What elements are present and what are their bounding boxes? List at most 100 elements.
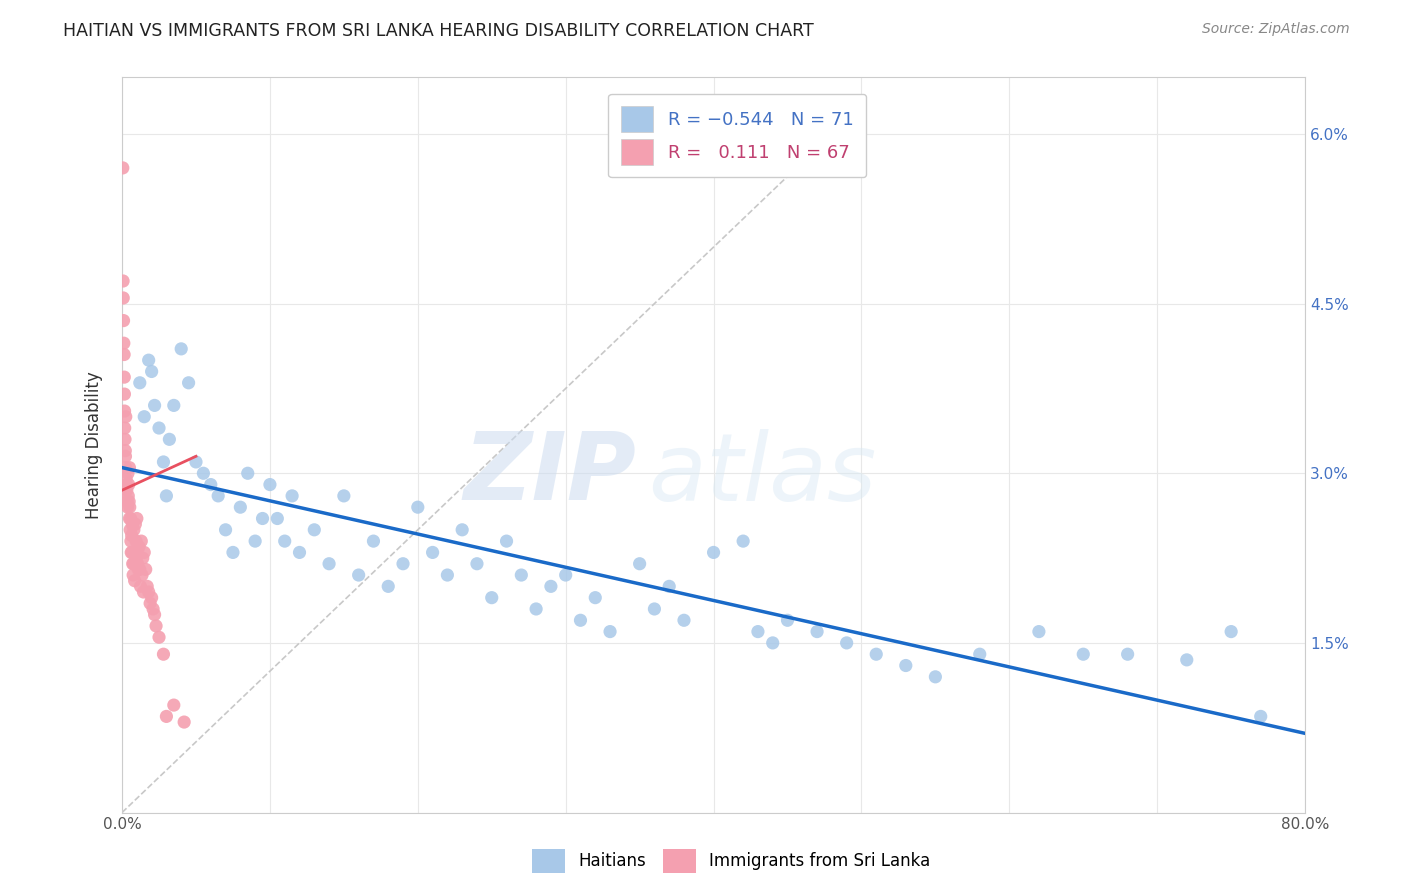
Point [835,636,858,650]
Point [177,376,200,390]
Point [138,353,160,368]
Point [120,545,142,559]
Point [128,540,150,554]
Point [148,421,170,435]
Point [129,579,152,593]
Point [138,585,160,599]
Point [259,477,281,491]
Point [112,370,135,384]
Point [510,568,533,582]
Point [658,579,681,593]
Point [114,450,136,464]
Point [125,545,148,559]
Point [124,574,146,588]
Point [118,460,141,475]
Point [281,489,304,503]
Point [121,517,143,532]
Point [112,313,135,327]
Point [112,347,135,361]
Point [170,342,193,356]
Point [115,494,138,508]
Point [122,523,145,537]
Point [117,500,139,515]
Point [121,557,143,571]
Point [377,579,399,593]
Point [274,534,297,549]
Point [703,545,725,559]
Point [157,433,180,447]
Point [112,274,135,288]
Point [236,467,259,481]
Point [1220,624,1243,639]
Point [121,528,143,542]
Point [115,483,138,498]
Point [643,602,665,616]
Point [114,409,136,424]
Point [139,596,162,610]
Point [465,557,488,571]
Point [266,511,288,525]
Point [141,591,163,605]
Point [569,613,592,627]
Point [112,387,135,401]
Point [125,551,148,566]
Point [347,568,370,582]
Point [762,636,785,650]
Point [121,545,143,559]
Point [131,568,153,582]
Legend: Haitians, Immigrants from Sri Lanka: Haitians, Immigrants from Sri Lanka [524,842,938,880]
Point [136,579,159,593]
Point [112,291,135,305]
Point [865,647,887,661]
Point [132,585,155,599]
Point [214,523,236,537]
Point [120,511,142,525]
Point [125,534,148,549]
Point [1175,653,1198,667]
Point [124,517,146,532]
Point [672,613,695,627]
Point [141,364,163,378]
Point [155,709,177,723]
Point [924,670,946,684]
Legend: R = −0.544   N = 71, R =   0.111   N = 67: R = −0.544 N = 71, R = 0.111 N = 67 [609,94,866,178]
Point [406,500,429,515]
Point [117,489,139,503]
Point [135,562,157,576]
Point [114,433,136,447]
Point [1071,647,1094,661]
Point [112,336,135,351]
Text: ZIP: ZIP [464,428,637,520]
Point [304,523,326,537]
Point [1116,647,1139,661]
Point [122,568,145,582]
Point [117,467,139,481]
Point [122,557,145,571]
Point [184,455,207,469]
Point [143,607,166,622]
Point [733,534,755,549]
Point [583,591,606,605]
Point [481,591,503,605]
Point [114,421,136,435]
Point [776,613,799,627]
Point [118,500,141,515]
Point [451,523,474,537]
Point [495,534,517,549]
Text: HAITIAN VS IMMIGRANTS FROM SRI LANKA HEARING DISABILITY CORRELATION CHART: HAITIAN VS IMMIGRANTS FROM SRI LANKA HEA… [63,22,814,40]
Point [222,545,245,559]
Point [115,477,138,491]
Point [120,523,142,537]
Point [163,398,186,412]
Point [1250,709,1272,723]
Point [129,534,152,549]
Point [173,714,195,729]
Point [155,489,177,503]
Point [436,568,458,582]
Point [969,647,991,661]
Point [118,494,141,508]
Point [148,630,170,644]
Point [554,568,576,582]
Point [120,534,142,549]
Point [229,500,252,515]
